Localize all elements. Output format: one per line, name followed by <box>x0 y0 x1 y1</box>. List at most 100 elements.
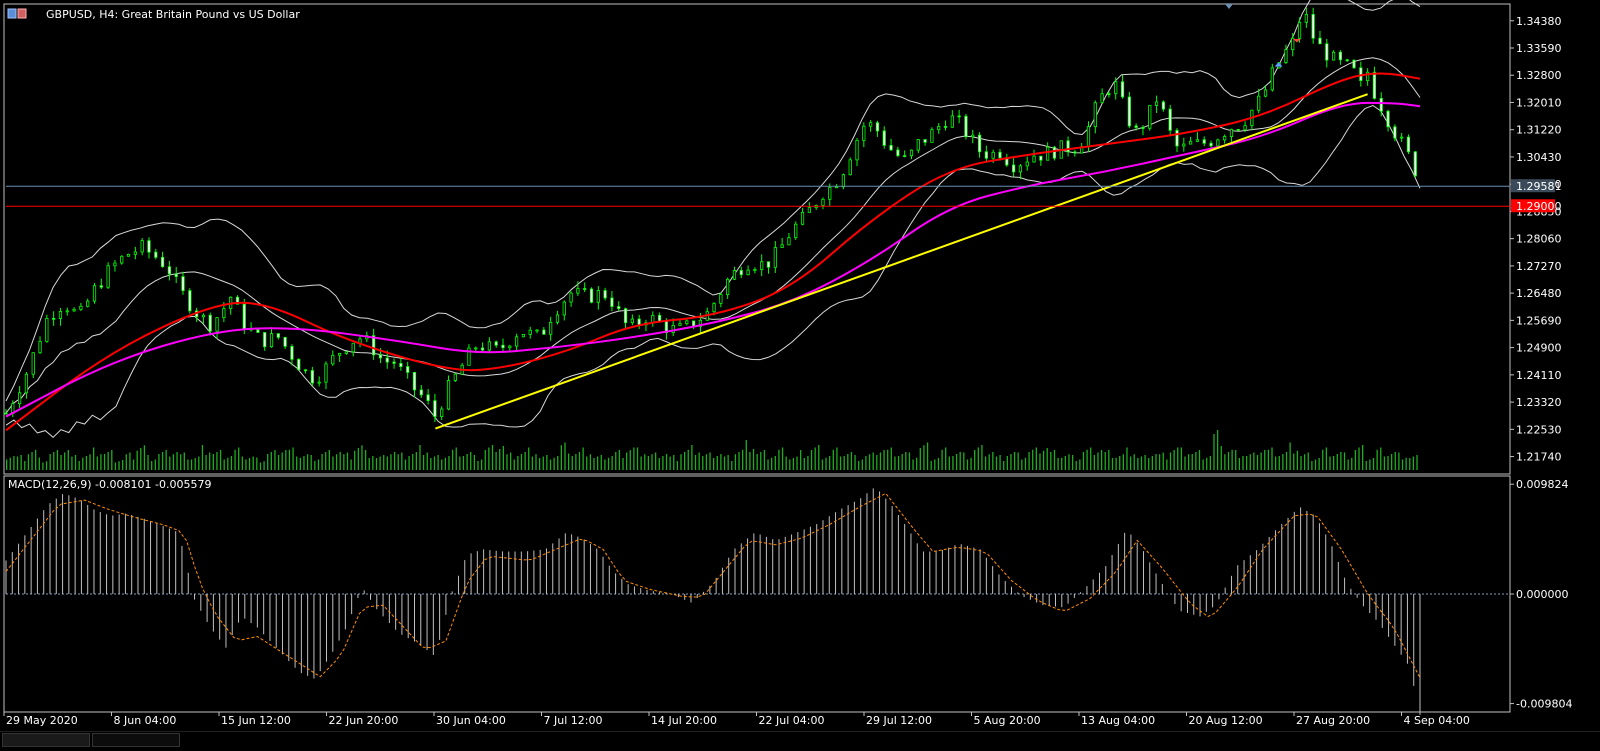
candle-body <box>821 198 825 206</box>
volume-bar <box>890 447 892 470</box>
volume-bar <box>415 452 417 470</box>
volume-bar <box>462 456 465 470</box>
volume-bar <box>542 456 544 470</box>
volume-bar <box>1274 456 1277 470</box>
candle-body <box>331 354 335 365</box>
candle-body <box>807 207 811 213</box>
candle-body <box>133 251 137 255</box>
bollinger-bands <box>5 0 1421 438</box>
volume-bar <box>357 448 359 470</box>
volume-bar <box>883 450 885 470</box>
volume-bar <box>1162 452 1164 470</box>
candle-body <box>1345 59 1349 62</box>
volume-bar <box>1057 458 1059 470</box>
volume-bar <box>839 456 842 470</box>
volume-bar <box>647 456 650 470</box>
candle-body <box>1012 164 1016 173</box>
volume-bar <box>535 454 537 470</box>
candle-body <box>242 303 246 330</box>
price-tick-label: 1.23320 <box>1516 396 1562 409</box>
candle-body <box>562 301 566 316</box>
candle-body <box>303 369 308 372</box>
buy-arrow-icon[interactable] <box>1274 62 1283 67</box>
volume-bar <box>1158 454 1161 470</box>
volume-bar <box>843 456 845 470</box>
volume-bar <box>509 452 512 470</box>
candle-body <box>617 306 621 310</box>
candle-body <box>576 288 580 294</box>
moving-averages <box>5 39 1421 432</box>
candle-body <box>4 412 8 415</box>
volume-bar <box>288 449 291 470</box>
trend-line[interactable] <box>435 93 1368 430</box>
volume-bar <box>1365 461 1367 470</box>
volume-bar <box>564 442 566 470</box>
chart-tab[interactable] <box>2 733 90 747</box>
sell-arrow-icon[interactable] <box>1292 39 1301 43</box>
volume-bar <box>1242 456 1244 470</box>
candle-body <box>746 269 750 276</box>
candle-body <box>753 269 757 271</box>
volume-bar <box>1271 447 1273 470</box>
volume-bar <box>847 454 849 470</box>
candle-body <box>1243 125 1247 131</box>
volume-bar <box>974 450 976 470</box>
volume-bar <box>596 456 599 470</box>
volume-bar <box>1086 449 1088 470</box>
macd-signal <box>5 492 1421 679</box>
candle-body <box>1338 51 1342 61</box>
candle-body <box>310 370 314 384</box>
candle-body <box>848 159 852 176</box>
candle-body <box>1297 21 1302 39</box>
volume-bar <box>1351 457 1353 470</box>
price-tick-label: 1.21740 <box>1516 451 1562 464</box>
price-axis: 1.34380 1.33590 1.32800 1.32010 1.31220 1.304… <box>1510 15 1562 464</box>
candle-body <box>92 285 97 302</box>
volume-bar <box>1115 457 1117 470</box>
candle-body <box>909 149 914 157</box>
candle-body <box>1161 101 1165 110</box>
volume-bar <box>1296 450 1299 470</box>
chart-title: GBPUSD, H4: Great Britain Pound vs US Do… <box>7 8 300 21</box>
volume-bar <box>1202 459 1204 470</box>
horizontal-level-label: 1.29000 <box>1516 200 1562 213</box>
volume-bar <box>571 456 573 470</box>
volume-bar <box>1318 458 1320 470</box>
candle-body <box>1400 136 1404 139</box>
volume-bar <box>781 447 784 470</box>
current-price-label: 1.29581 <box>1516 180 1562 193</box>
volume-bar <box>1213 434 1215 470</box>
volume-bar <box>586 456 588 470</box>
volume-bar <box>27 454 30 470</box>
candle-body <box>623 308 628 324</box>
volume-bar <box>223 459 225 470</box>
candle-body <box>964 115 968 138</box>
candle-body <box>834 186 839 189</box>
candle-body <box>256 329 260 333</box>
volume-bar <box>1111 458 1114 470</box>
volume-bar <box>858 461 860 470</box>
chart-tab[interactable] <box>92 733 180 747</box>
volume-bar <box>1238 458 1241 470</box>
volume-bar <box>640 456 642 470</box>
volume-bar <box>281 452 283 470</box>
candle-body <box>937 126 941 131</box>
price-tick-label: 1.30430 <box>1516 151 1562 164</box>
volume-bar <box>433 456 436 470</box>
candle-body <box>1386 110 1390 128</box>
candle-body <box>1168 108 1172 131</box>
candle-body <box>317 381 321 384</box>
volume-bar <box>321 454 323 470</box>
candle-body <box>719 294 723 304</box>
volume-bar <box>771 457 773 470</box>
scroll-marker-icon[interactable] <box>1225 4 1233 9</box>
candle-body <box>773 247 777 268</box>
candle-body <box>1331 51 1336 61</box>
volume-bar <box>1253 452 1255 470</box>
volume-bar <box>803 458 805 470</box>
candle-body <box>1195 139 1200 142</box>
candle-body <box>140 240 144 253</box>
bollinger-middle <box>5 57 1421 414</box>
